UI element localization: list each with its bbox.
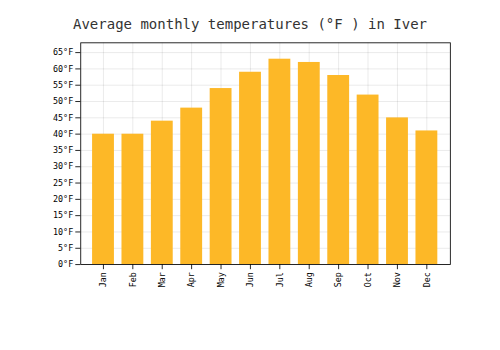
- svg-text:Jul: Jul: [275, 272, 285, 287]
- svg-text:Jan: Jan: [98, 272, 108, 287]
- svg-text:10°F: 10°F: [53, 227, 73, 237]
- svg-text:25°F: 25°F: [53, 178, 73, 188]
- svg-text:Apr: Apr: [186, 272, 196, 287]
- svg-text:Aug: Aug: [304, 272, 314, 287]
- svg-text:0°F: 0°F: [58, 259, 73, 269]
- svg-text:55°F: 55°F: [53, 80, 73, 90]
- svg-text:60°F: 60°F: [53, 64, 73, 74]
- svg-text:15°F: 15°F: [53, 210, 73, 220]
- svg-text:65°F: 65°F: [53, 47, 73, 57]
- svg-text:Mar: Mar: [157, 272, 167, 287]
- svg-text:Nov: Nov: [392, 272, 402, 287]
- svg-text:May: May: [216, 272, 226, 287]
- svg-text:45°F: 45°F: [53, 113, 73, 123]
- svg-text:35°F: 35°F: [53, 145, 73, 155]
- svg-text:Oct: Oct: [363, 272, 373, 287]
- svg-text:Feb: Feb: [128, 272, 138, 287]
- svg-text:Sep: Sep: [333, 272, 343, 287]
- svg-text:Dec: Dec: [422, 272, 432, 287]
- svg-text:40°F: 40°F: [53, 129, 73, 139]
- svg-text:30°F: 30°F: [53, 161, 73, 171]
- svg-text:50°F: 50°F: [53, 96, 73, 106]
- svg-text:Jun: Jun: [245, 272, 255, 287]
- svg-text:20°F: 20°F: [53, 194, 73, 204]
- svg-text:5°F: 5°F: [58, 243, 73, 253]
- html-text:Average monthly temperatures (: Average monthly temperatures (°F ) in Iv…: [73, 16, 427, 32]
